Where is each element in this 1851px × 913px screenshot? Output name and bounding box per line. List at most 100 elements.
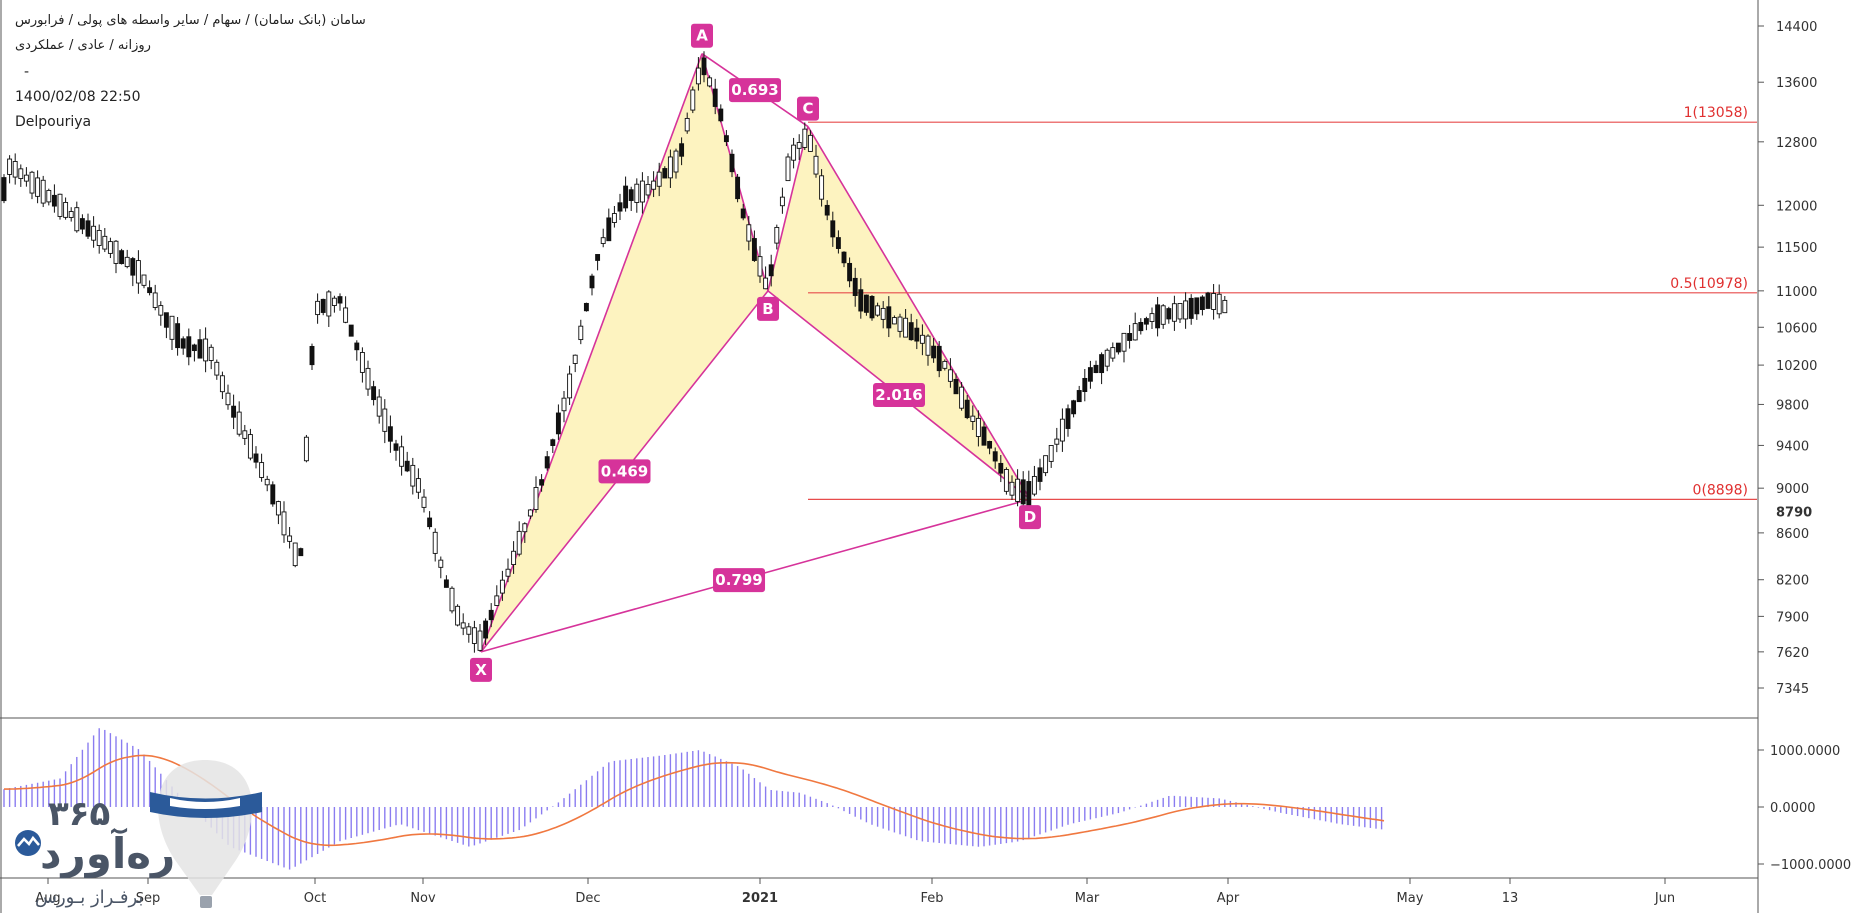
candle-down [662, 168, 668, 179]
candle-down [992, 451, 998, 462]
candle-up [1222, 299, 1228, 314]
price-tick-label: 11000 [1776, 285, 1817, 300]
candle-up [746, 224, 752, 242]
candle-up [23, 174, 29, 182]
candle-up [925, 335, 931, 356]
candle-down [987, 441, 993, 449]
candle-up [1216, 293, 1222, 315]
candle-down [623, 185, 629, 209]
candle-down [914, 327, 920, 342]
candle-up [152, 292, 158, 308]
candle-up [113, 240, 119, 264]
candle-up [1015, 478, 1021, 502]
candle-down [735, 176, 741, 200]
candle-down [85, 220, 91, 237]
candle-down [1093, 364, 1099, 374]
price-tick-label: 9400 [1776, 439, 1809, 454]
candle-down [583, 302, 589, 312]
logo-mark-wave-icon [17, 835, 40, 847]
pattern-point-x [470, 657, 492, 682]
price-tick-label: 12800 [1776, 136, 1817, 151]
candle-up [1121, 332, 1127, 352]
candle-up [1048, 445, 1054, 462]
candle-up [975, 417, 981, 437]
candle-down [1143, 318, 1149, 325]
candle-down [51, 194, 57, 207]
ratio-label: 2.016 [875, 386, 922, 404]
candle-up [63, 202, 69, 218]
candle-up [292, 542, 298, 567]
candle-up [667, 156, 673, 179]
candle-up [471, 627, 477, 644]
fib-levels: 1(13058) 0.5(10978) 0(8898) [808, 105, 1757, 500]
author-label: Delpouriya [15, 114, 92, 130]
candle-up [533, 487, 539, 510]
candle-down [1194, 297, 1200, 315]
candle-up [74, 207, 80, 232]
candle-up [376, 396, 382, 417]
candle-down [723, 135, 729, 143]
candle-up [527, 509, 533, 517]
candle-up [695, 67, 701, 85]
candle-up [399, 446, 405, 467]
candle-down [1076, 390, 1082, 403]
candle-down [393, 443, 399, 451]
pattern-point-label: D [1024, 508, 1036, 526]
candle-up [410, 464, 416, 487]
current-price-label: 8790 [1776, 505, 1812, 520]
macd-tick-label: 1000.0000 [1770, 744, 1840, 759]
candle-up [40, 179, 46, 204]
candle-up [29, 171, 35, 194]
candle-down [1205, 292, 1211, 309]
candle-up [1183, 300, 1189, 320]
candle-up [707, 77, 713, 87]
candle-down [371, 386, 377, 401]
candle-down [1127, 333, 1133, 341]
candle-up [572, 354, 578, 364]
candle-up [141, 274, 147, 286]
macd-tick-label: −1000.0000 [1770, 858, 1851, 873]
price-tick-label: 11500 [1776, 241, 1817, 256]
candle-down [835, 237, 841, 249]
candle-up [455, 605, 461, 626]
header-dash: - [24, 64, 30, 80]
candle-down [320, 298, 326, 313]
candle-up [796, 142, 802, 149]
candle-down [483, 620, 489, 639]
candle-down [964, 399, 970, 419]
candle-up [421, 496, 427, 508]
candle-up [315, 300, 321, 316]
price-tick-label: 9800 [1776, 398, 1809, 413]
candle-up [1132, 323, 1138, 341]
candle-up [567, 373, 573, 399]
candle-down [404, 460, 410, 472]
candle-up [1211, 293, 1217, 310]
candle-down [830, 220, 836, 238]
candle-up [639, 180, 645, 203]
candle-up [785, 156, 791, 182]
candle-down [488, 609, 494, 621]
candle-up [7, 158, 13, 175]
candle-down [863, 294, 869, 313]
candle-up [466, 626, 472, 635]
candle-up [779, 196, 785, 207]
candle-down [180, 338, 186, 349]
candle-up [449, 587, 455, 612]
candle-down [1065, 408, 1071, 429]
time-tick-label: Mar [1075, 891, 1100, 906]
candle-down [953, 378, 959, 395]
candle-down [981, 426, 987, 446]
candle-up [891, 317, 897, 325]
candle-down [869, 295, 875, 319]
price-tick-label: 14400 [1776, 20, 1817, 35]
candle-down [443, 579, 449, 588]
candle-down [998, 462, 1004, 474]
candle-down [1087, 367, 1093, 382]
candle-down [1199, 296, 1205, 310]
candle-up [1177, 303, 1183, 320]
candle-down [309, 346, 315, 366]
candle-down [1115, 342, 1121, 353]
pattern-leg-bc [767, 126, 809, 292]
candle-up [219, 375, 225, 393]
